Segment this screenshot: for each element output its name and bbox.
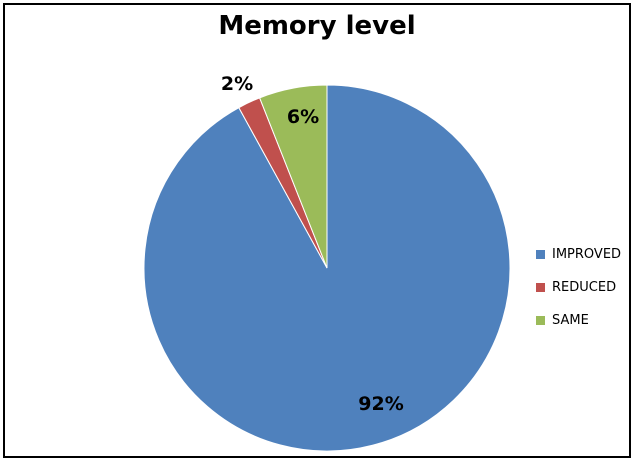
chart-title: Memory level (218, 11, 416, 41)
data-label-same: 6% (287, 106, 319, 128)
chart-frame: Memory level 92% 2% 6% IMPROVED REDUCED SA… (3, 3, 631, 458)
legend-label-same: SAME (552, 313, 589, 328)
data-label-reduced: 2% (221, 73, 253, 95)
legend-item-same: SAME (536, 304, 621, 337)
legend-swatch-same (536, 316, 545, 325)
legend: IMPROVED REDUCED SAME (536, 238, 621, 337)
legend-swatch-improved (536, 250, 545, 259)
legend-item-improved: IMPROVED (536, 238, 621, 271)
pie-chart: 92% 2% 6% (143, 73, 511, 452)
legend-label-improved: IMPROVED (552, 247, 622, 262)
legend-item-reduced: REDUCED (536, 271, 621, 304)
pie-slice-same (258, 84, 328, 269)
legend-label-reduced: REDUCED (552, 280, 617, 295)
legend-swatch-reduced (536, 283, 545, 292)
data-label-improved: 92% (358, 393, 403, 415)
